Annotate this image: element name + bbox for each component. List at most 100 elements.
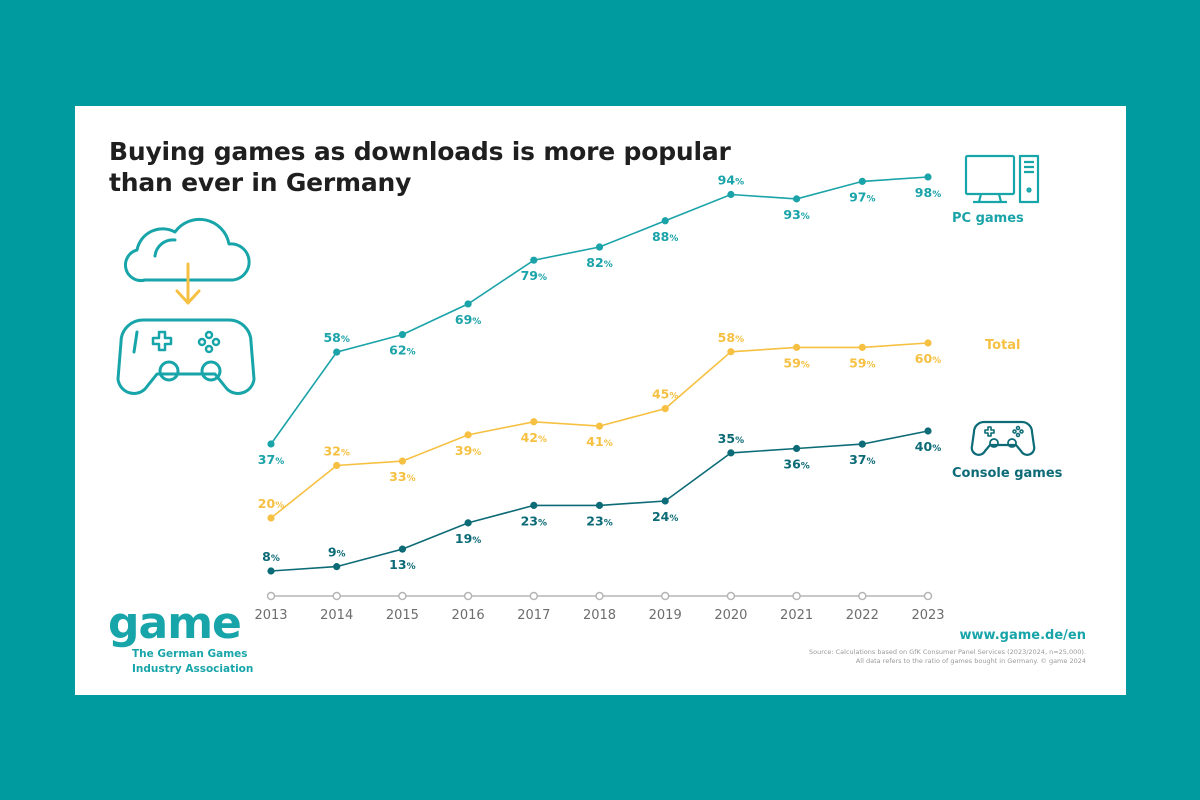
data-point-console xyxy=(793,444,801,453)
console-icon xyxy=(970,420,1036,456)
data-point-pc xyxy=(398,330,406,339)
data-label-pc: 93% xyxy=(783,207,809,222)
data-point-console xyxy=(333,563,341,571)
data-label-console: 23% xyxy=(586,513,612,528)
source-line1: Source: Calculations based on GfK Consum… xyxy=(809,648,1086,656)
legend-pc-games: PC games xyxy=(952,211,1024,226)
data-label-console: 37% xyxy=(849,452,875,467)
data-label-pc: 37% xyxy=(258,452,284,467)
x-tick-label: 2020 xyxy=(714,608,747,623)
x-tick-label: 2013 xyxy=(254,608,287,623)
data-point-total xyxy=(727,348,735,356)
data-label-pc: 94% xyxy=(718,173,744,188)
data-point-total xyxy=(464,431,472,439)
data-label-total: 59% xyxy=(783,355,809,370)
series-console: 8% 9% 13% 19% 23% 23% 24% 35% 36% 37% 40% xyxy=(262,427,941,575)
data-point-console xyxy=(464,519,472,527)
data-point-console xyxy=(398,545,406,553)
data-label-total: 33% xyxy=(389,469,415,484)
chart-title: Buying games as downloads is more popula… xyxy=(109,137,731,197)
data-point-console xyxy=(727,449,735,457)
data-label-console: 9% xyxy=(328,545,346,560)
x-axis-tick xyxy=(858,591,867,601)
data-label-total: 41% xyxy=(586,434,612,449)
game-logo: game The German Games Industry Associati… xyxy=(108,602,253,676)
data-point-pc xyxy=(793,195,801,203)
data-label-console: 8% xyxy=(262,549,280,564)
data-label-total: 58% xyxy=(718,330,744,345)
data-point-total xyxy=(398,457,406,465)
x-axis-tick xyxy=(398,591,407,601)
series-total: 20% 32% 33% 39% 42% 41% 45% 58% 59% 59% 60% xyxy=(258,330,941,522)
data-point-total xyxy=(661,405,669,413)
x-axis-tick xyxy=(332,591,341,601)
x-tick-label: 2014 xyxy=(320,608,353,623)
data-label-total: 20% xyxy=(258,496,284,511)
line-chart: 2013 2014 2015 2016 2017 2018 2019 2020 2021 2022… xyxy=(116,154,1040,623)
data-point-total xyxy=(267,514,275,522)
data-label-console: 19% xyxy=(455,531,481,546)
legend-console-games: Console games xyxy=(952,466,1063,481)
data-point-console xyxy=(530,501,538,509)
x-axis: 2013 2014 2015 2016 2017 2018 2019 2020 2021 2022… xyxy=(254,591,945,623)
data-point-total xyxy=(595,422,604,430)
data-point-total xyxy=(793,343,801,351)
data-label-console: 23% xyxy=(521,513,547,528)
data-label-console: 35% xyxy=(718,431,744,446)
data-label-total: 45% xyxy=(652,387,678,402)
data-point-pc xyxy=(858,177,866,185)
data-point-pc xyxy=(924,173,932,181)
source-note: Source: Calculations based on GfK Consum… xyxy=(706,648,1086,666)
data-label-total: 39% xyxy=(455,443,481,458)
website-link[interactable]: www.game.de/en xyxy=(959,628,1086,643)
gamepad-icon xyxy=(116,318,256,395)
series-line-console xyxy=(270,430,929,572)
x-axis-tick xyxy=(463,591,473,601)
data-label-pc: 98% xyxy=(915,185,941,200)
data-point-total xyxy=(858,343,866,351)
data-label-total: 42% xyxy=(521,430,547,445)
x-tick-label: 2017 xyxy=(517,608,550,623)
x-axis-tick xyxy=(529,591,539,601)
data-label-pc: 62% xyxy=(389,343,415,358)
data-label-console: 36% xyxy=(783,457,809,472)
data-label-pc: 97% xyxy=(849,189,875,204)
series-line-total xyxy=(270,342,929,519)
x-axis-tick xyxy=(726,591,736,601)
x-tick-label: 2018 xyxy=(583,608,616,623)
data-label-pc: 79% xyxy=(521,268,547,283)
x-axis-tick xyxy=(792,591,801,601)
series-pc: 37% 58% 62% 69% 79% 82% 88% 94% 93% 97% 98% xyxy=(258,173,941,467)
series-layer: 37%58%62%69%79%82%88%94%93%97% 98%20%32%3… xyxy=(258,173,941,575)
data-point-pc xyxy=(595,243,604,251)
legend-total: Total xyxy=(985,338,1021,353)
x-axis-tick xyxy=(266,591,276,601)
source-line2: All data refers to the ratio of games bo… xyxy=(855,657,1086,665)
data-point-console xyxy=(661,497,669,505)
data-point-total xyxy=(333,461,341,470)
logo-wordmark: game xyxy=(108,598,242,649)
cloud-download-icon xyxy=(124,217,251,305)
x-tick-label: 2023 xyxy=(911,608,944,623)
data-point-pc xyxy=(661,217,669,225)
data-point-pc xyxy=(530,256,538,264)
x-axis-tick xyxy=(660,591,670,601)
x-axis-tick xyxy=(595,591,604,601)
logo-subtitle-line1: The German Games xyxy=(132,648,248,660)
data-label-total: 59% xyxy=(849,355,875,370)
data-point-console xyxy=(267,567,275,575)
series-line-pc xyxy=(270,176,929,445)
data-point-console xyxy=(595,501,604,509)
x-tick-label: 2022 xyxy=(846,608,879,623)
data-label-pc: 69% xyxy=(455,312,481,327)
logo-subtitle-line2: Industry Association xyxy=(132,663,254,675)
data-point-console xyxy=(924,427,932,435)
x-axis-tick xyxy=(923,591,933,601)
data-point-console xyxy=(858,440,866,448)
data-point-total xyxy=(530,418,538,426)
data-label-total: 60% xyxy=(915,351,941,366)
data-label-console: 40% xyxy=(915,439,941,454)
x-tick-label: 2019 xyxy=(649,608,682,623)
data-label-total: 32% xyxy=(323,444,349,459)
data-point-pc xyxy=(333,348,341,356)
